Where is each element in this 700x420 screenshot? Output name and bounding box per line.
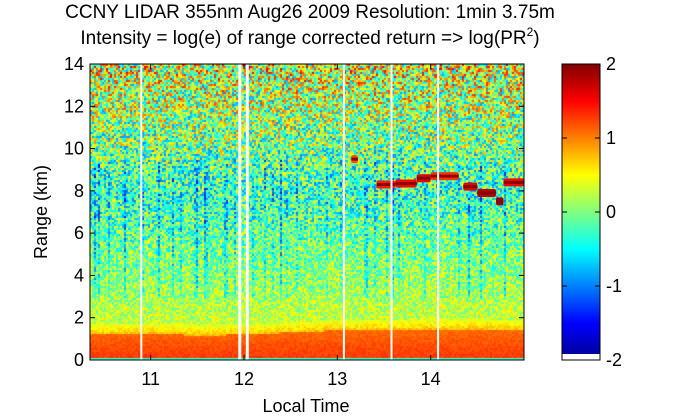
data-gap	[342, 64, 345, 360]
x-axis-label: Local Time	[262, 396, 349, 416]
subtitle-superscript: 2	[526, 25, 534, 39]
y-tick-label: 0	[74, 350, 84, 370]
colorbar-tick-label: 0	[606, 202, 616, 222]
chart-title: CCNY LIDAR 355nm Aug26 2009 Resolution: …	[65, 2, 555, 23]
colorbar-tick-label: -2	[606, 350, 622, 370]
cloud-core	[376, 183, 396, 186]
colorbar-tick-label: 2	[606, 54, 616, 74]
data-gap	[140, 64, 143, 360]
y-axis-label: Range (km)	[31, 165, 51, 259]
y-tick-label: 10	[64, 139, 84, 159]
data-gap	[238, 64, 242, 360]
cloud-core	[416, 176, 431, 180]
heatmap-raster	[90, 64, 524, 360]
y-tick-label: 2	[74, 308, 84, 328]
y-tick-label: 4	[74, 265, 84, 285]
y-tick-label: 8	[74, 181, 84, 201]
plot-frame	[89, 63, 525, 361]
colorbar: 2 1 0 -1 -2	[561, 54, 622, 370]
colorbar-tick-label: -1	[606, 276, 622, 296]
subtitle-closing: )	[533, 28, 540, 49]
subtitle-text: Intensity = log(e) of range corrected re…	[80, 28, 527, 49]
data-gaps	[140, 64, 440, 360]
x-tick-label: 12	[234, 369, 254, 389]
colorbar-tick-label: 1	[606, 128, 616, 148]
colorbar-ticks: 2 1 0 -1 -2	[562, 54, 622, 370]
colorbar-gradient	[562, 64, 600, 360]
colorbar-bottom-band	[562, 354, 600, 360]
y-tick-label: 14	[64, 54, 84, 74]
cloud-core	[477, 191, 496, 195]
cloud-core	[496, 199, 504, 203]
cloud-core	[503, 180, 524, 184]
cloud-core	[463, 185, 478, 189]
y-axis-ticks: 0 2 4 6 8 10 12 14	[64, 54, 524, 370]
x-tick-label: 11	[141, 369, 160, 389]
x-tick-label: 14	[421, 369, 441, 389]
data-gap	[437, 64, 440, 360]
lidar-heatmap	[90, 64, 524, 360]
data-gap	[245, 64, 249, 360]
y-tick-label: 12	[64, 96, 84, 116]
cloud-core	[351, 157, 358, 161]
chart-subtitle: Intensity = log(e) of range corrected re…	[0, 25, 620, 50]
cloud-core	[430, 174, 459, 178]
x-tick-label: 13	[327, 369, 347, 389]
data-gap	[390, 64, 393, 360]
y-tick-label: 6	[74, 223, 84, 243]
cloud-core	[395, 182, 417, 185]
x-axis-ticks: 11 12 13 14	[141, 64, 441, 389]
